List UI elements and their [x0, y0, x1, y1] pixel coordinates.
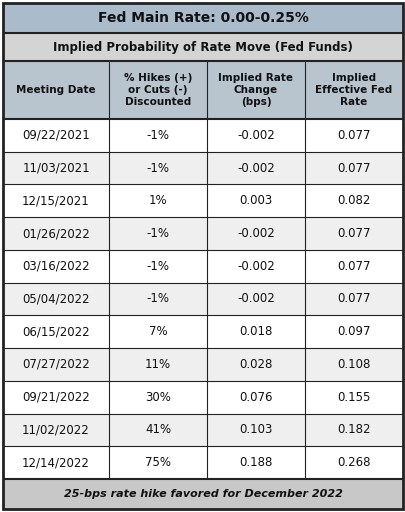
Text: 75%: 75% — [145, 456, 171, 469]
Text: 0.155: 0.155 — [337, 391, 370, 403]
Bar — [3, 479, 402, 509]
Text: -0.002: -0.002 — [237, 260, 274, 273]
Text: Meeting Date: Meeting Date — [16, 85, 96, 95]
Text: 11%: 11% — [145, 358, 171, 371]
Text: Implied
Effective Fed
Rate: Implied Effective Fed Rate — [315, 73, 392, 107]
Bar — [3, 61, 402, 119]
Bar — [3, 33, 402, 61]
Text: 0.003: 0.003 — [239, 195, 272, 207]
Text: 0.077: 0.077 — [337, 162, 370, 175]
Text: 0.082: 0.082 — [337, 195, 370, 207]
Text: % Hikes (+)
or Cuts (-)
Discounted: % Hikes (+) or Cuts (-) Discounted — [124, 73, 192, 107]
Text: 0.103: 0.103 — [239, 423, 272, 436]
Text: 0.077: 0.077 — [337, 227, 370, 240]
Bar — [3, 315, 402, 348]
Bar — [3, 381, 402, 414]
Text: 05/04/2022: 05/04/2022 — [22, 292, 90, 306]
Text: 1%: 1% — [148, 195, 167, 207]
Text: 09/22/2021: 09/22/2021 — [22, 129, 90, 142]
Text: -1%: -1% — [146, 292, 169, 306]
Bar — [3, 250, 402, 283]
Text: 12/15/2021: 12/15/2021 — [22, 195, 90, 207]
Text: 03/16/2022: 03/16/2022 — [22, 260, 90, 273]
Text: -1%: -1% — [146, 227, 169, 240]
Text: -0.002: -0.002 — [237, 227, 274, 240]
Text: 0.108: 0.108 — [337, 358, 370, 371]
Text: 25-bps rate hike favored for December 2022: 25-bps rate hike favored for December 20… — [64, 489, 341, 499]
Text: 11/02/2022: 11/02/2022 — [22, 423, 90, 436]
Text: 7%: 7% — [148, 325, 167, 338]
Text: Implied Probability of Rate Move (Fed Funds): Implied Probability of Rate Move (Fed Fu… — [53, 40, 352, 53]
Text: 11/03/2021: 11/03/2021 — [22, 162, 90, 175]
Text: 0.182: 0.182 — [337, 423, 370, 436]
Bar — [3, 414, 402, 446]
Text: 0.076: 0.076 — [239, 391, 272, 403]
Bar — [3, 184, 402, 217]
Text: -1%: -1% — [146, 260, 169, 273]
Bar — [3, 348, 402, 381]
Text: -1%: -1% — [146, 162, 169, 175]
Text: 01/26/2022: 01/26/2022 — [22, 227, 90, 240]
Bar — [3, 283, 402, 315]
Text: 09/21/2022: 09/21/2022 — [22, 391, 90, 403]
Text: 30%: 30% — [145, 391, 171, 403]
Text: 0.268: 0.268 — [337, 456, 370, 469]
Text: Fed Main Rate: 0.00-0.25%: Fed Main Rate: 0.00-0.25% — [97, 11, 308, 25]
Bar — [3, 217, 402, 250]
Text: -0.002: -0.002 — [237, 162, 274, 175]
Text: 0.077: 0.077 — [337, 292, 370, 306]
Text: 0.018: 0.018 — [239, 325, 272, 338]
Text: 06/15/2022: 06/15/2022 — [22, 325, 90, 338]
Text: 12/14/2022: 12/14/2022 — [22, 456, 90, 469]
Text: -0.002: -0.002 — [237, 292, 274, 306]
Text: 0.097: 0.097 — [337, 325, 370, 338]
Bar — [3, 3, 402, 33]
Text: 07/27/2022: 07/27/2022 — [22, 358, 90, 371]
Bar — [3, 152, 402, 184]
Text: 41%: 41% — [145, 423, 171, 436]
Text: 0.188: 0.188 — [239, 456, 272, 469]
Bar — [3, 446, 402, 479]
Text: Implied Rate
Change
(bps): Implied Rate Change (bps) — [218, 73, 293, 107]
Bar — [3, 119, 402, 152]
Text: 0.077: 0.077 — [337, 129, 370, 142]
Text: 0.077: 0.077 — [337, 260, 370, 273]
Text: 0.028: 0.028 — [239, 358, 272, 371]
Text: -0.002: -0.002 — [237, 129, 274, 142]
Text: -1%: -1% — [146, 129, 169, 142]
